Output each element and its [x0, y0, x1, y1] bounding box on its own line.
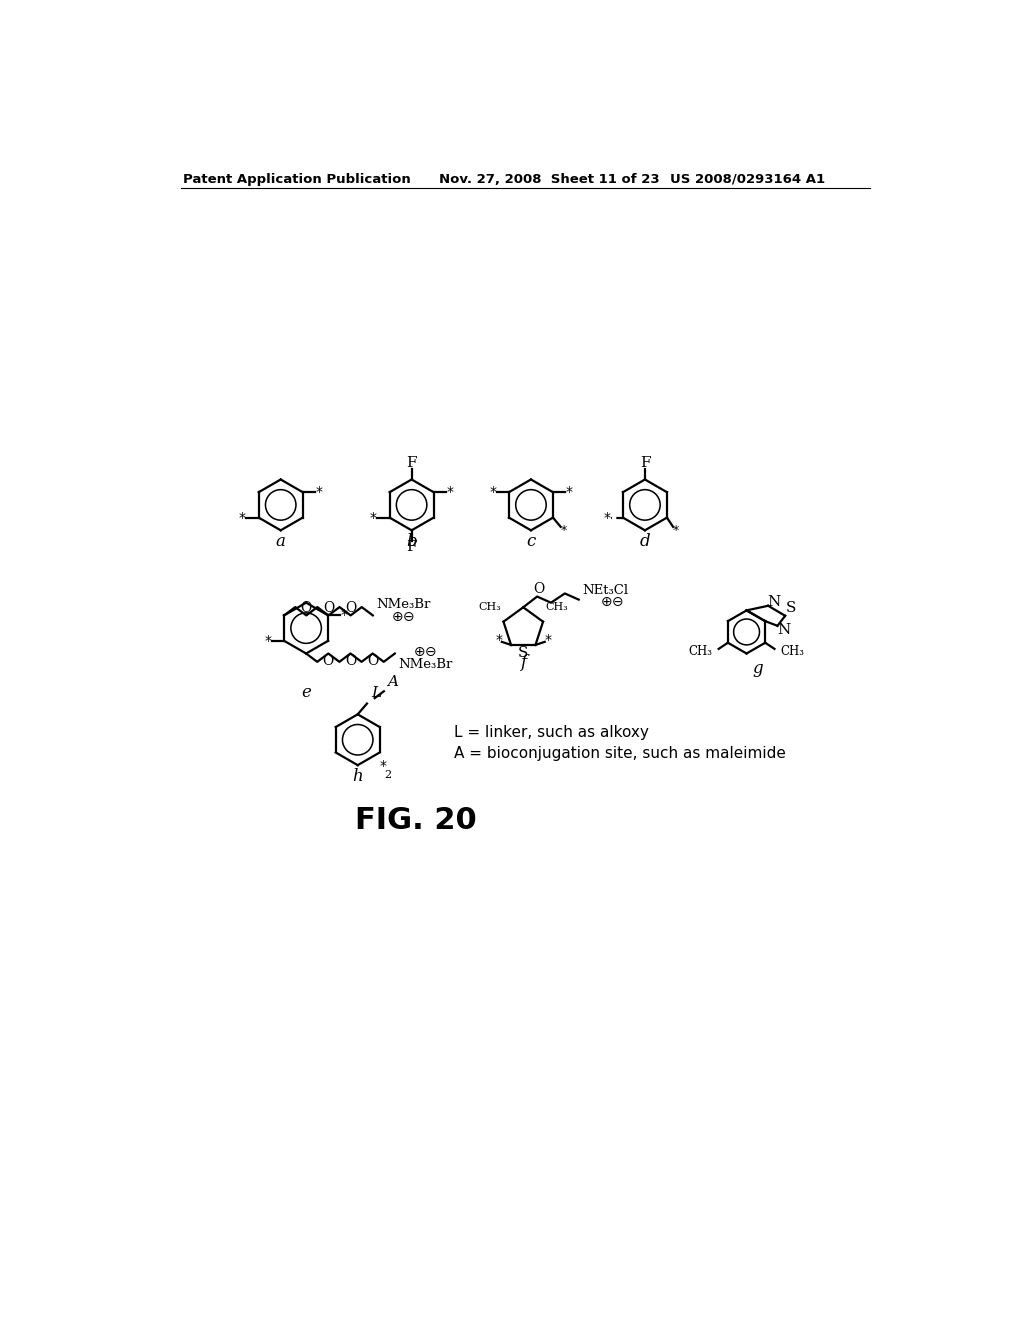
Text: O: O: [323, 655, 334, 668]
Text: L: L: [371, 686, 381, 701]
Text: *: *: [315, 486, 323, 499]
Text: N: N: [777, 623, 791, 636]
Text: O: O: [323, 601, 334, 615]
Text: S: S: [786, 601, 797, 615]
Text: O: O: [534, 582, 545, 595]
Text: h: h: [352, 768, 364, 785]
Text: a: a: [275, 533, 286, 550]
Text: ⊖: ⊖: [424, 645, 436, 659]
Text: NMe₃Br: NMe₃Br: [377, 598, 431, 611]
Text: ⊕: ⊕: [391, 610, 403, 624]
Text: NEt₃Cl: NEt₃Cl: [583, 583, 629, 597]
Text: *: *: [560, 524, 567, 537]
Text: ⊕: ⊕: [414, 645, 425, 659]
Text: ⊖: ⊖: [611, 595, 623, 609]
Text: O: O: [301, 601, 312, 615]
Text: US 2008/0293164 A1: US 2008/0293164 A1: [670, 173, 824, 186]
Text: c: c: [526, 533, 536, 550]
Text: A: A: [387, 675, 398, 689]
Text: Patent Application Publication: Patent Application Publication: [183, 173, 411, 186]
Text: CH₃: CH₃: [478, 602, 501, 612]
Text: *: *: [239, 511, 246, 524]
Text: *: *: [379, 759, 386, 774]
Text: O: O: [367, 655, 378, 668]
Text: f: f: [520, 655, 526, 672]
Text: *: *: [496, 634, 502, 647]
Text: *: *: [673, 524, 679, 537]
Text: FIG. 20: FIG. 20: [354, 807, 476, 836]
Text: Nov. 27, 2008  Sheet 11 of 23: Nov. 27, 2008 Sheet 11 of 23: [438, 173, 659, 186]
Text: *: *: [565, 486, 572, 499]
Text: NMe₃Br: NMe₃Br: [398, 657, 453, 671]
Text: F: F: [407, 540, 417, 554]
Text: CH₃: CH₃: [546, 602, 568, 612]
Text: *: *: [489, 486, 497, 499]
Text: b: b: [407, 533, 417, 550]
Text: O: O: [345, 601, 356, 615]
Text: O: O: [345, 655, 356, 668]
Text: e: e: [301, 684, 311, 701]
Text: *: *: [446, 486, 454, 499]
Text: *: *: [264, 634, 271, 648]
Text: ⊖: ⊖: [402, 610, 414, 624]
Text: CH₃: CH₃: [688, 645, 713, 659]
Text: S: S: [518, 645, 528, 660]
Text: ⊕: ⊕: [601, 595, 612, 609]
Text: g: g: [753, 660, 764, 677]
Text: A = bioconjugation site, such as maleimide: A = bioconjugation site, such as maleimi…: [454, 746, 785, 762]
Text: *: *: [370, 511, 377, 524]
Text: *: *: [341, 609, 348, 623]
Text: N: N: [768, 595, 781, 609]
Text: d: d: [640, 533, 650, 550]
Text: CH₃: CH₃: [780, 645, 805, 659]
Text: F: F: [640, 455, 650, 470]
Text: 2: 2: [385, 770, 392, 780]
Text: *: *: [603, 511, 610, 524]
Text: L = linker, such as alkoxy: L = linker, such as alkoxy: [454, 725, 649, 739]
Text: *: *: [545, 634, 551, 647]
Text: F: F: [407, 455, 417, 470]
